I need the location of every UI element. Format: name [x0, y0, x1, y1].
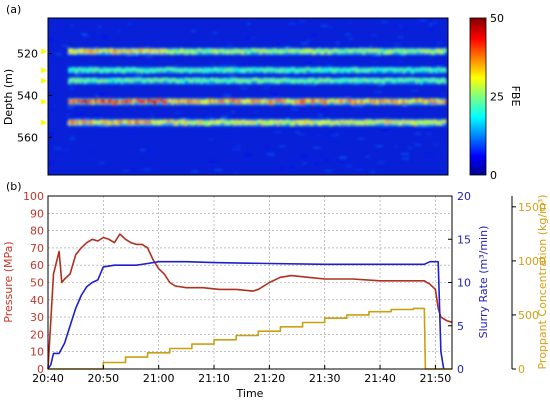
x-tick: 20:50 — [87, 372, 119, 385]
pressure-tick: 20 — [30, 328, 44, 341]
pressure-tick: 70 — [30, 242, 44, 255]
pressure-tick: 100 — [23, 190, 44, 203]
x-axis-label: Time — [236, 387, 264, 400]
proppant-tick: 500 — [518, 309, 539, 322]
pressure-tick: 90 — [30, 207, 44, 220]
pressure-axis-label: Pressure (MPa) — [2, 241, 15, 322]
proppant-tick: 1000 — [518, 255, 546, 268]
heatmap-band — [68, 66, 447, 75]
slurry-rate-tick: 20 — [457, 190, 471, 203]
depth-marker — [41, 77, 47, 84]
heatmap-band — [68, 98, 447, 106]
heatmap-plot — [47, 17, 449, 176]
pressure-tick: 0 — [37, 363, 44, 376]
proppant-tick: 0 — [518, 363, 525, 376]
x-tick: 21:20 — [254, 372, 286, 385]
slurry-rate-tick: 5 — [457, 320, 464, 333]
slurry_rate-line — [47, 260, 445, 370]
pressure-tick: 10 — [30, 346, 44, 359]
pressure-tick: 30 — [30, 311, 44, 324]
slurry-rate-tick: 10 — [457, 277, 471, 290]
slurry-rate-axis-label: Slurry Rate (m³/min) — [477, 226, 490, 339]
slurry-rate-tick: 0 — [457, 363, 464, 376]
colorbar-tick: 25 — [490, 91, 504, 104]
x-tick: 20:40 — [32, 372, 64, 385]
heatmap-background — [48, 18, 448, 175]
x-tick: 21:50 — [420, 372, 452, 385]
depth-marker — [41, 119, 47, 126]
proppant-tick: 1500 — [518, 201, 546, 214]
heatmap-band — [68, 77, 447, 85]
x-tick: 21:00 — [143, 372, 175, 385]
depth-marker — [41, 48, 47, 55]
panel-b-label: (b) — [6, 180, 22, 193]
colorbar-tick: 0 — [490, 169, 497, 182]
proppant-axis-label: Proppant Concentration (kg/m³) — [536, 194, 549, 369]
proppant-line — [48, 307, 452, 370]
colorbar-tick: 50 — [490, 12, 504, 25]
heatmap-y-tick: 540 — [17, 89, 38, 102]
heatmap-y-label: Depth (m) — [2, 69, 15, 125]
pressure-tick: 80 — [30, 225, 44, 238]
heatmap-band — [68, 47, 447, 56]
pressure-tick: 50 — [30, 277, 44, 290]
pressure-tick: 60 — [30, 259, 44, 272]
depth-marker — [41, 67, 47, 74]
colorbar-label: FBE — [509, 86, 522, 107]
panel-a-label: (a) — [6, 3, 21, 16]
pressure-tick: 40 — [30, 294, 44, 307]
depth-marker — [41, 98, 47, 105]
slurry-rate-tick: 15 — [457, 233, 471, 246]
x-tick: 21:40 — [364, 372, 396, 385]
heatmap-y-tick: 520 — [17, 48, 38, 61]
colorbar — [469, 17, 487, 176]
heatmap-band — [68, 119, 447, 127]
pressure-line — [47, 233, 453, 370]
heatmap-frame — [47, 17, 449, 176]
x-tick: 21:30 — [309, 372, 341, 385]
heatmap-y-tick: 560 — [17, 131, 38, 144]
x-tick: 21:10 — [198, 372, 230, 385]
